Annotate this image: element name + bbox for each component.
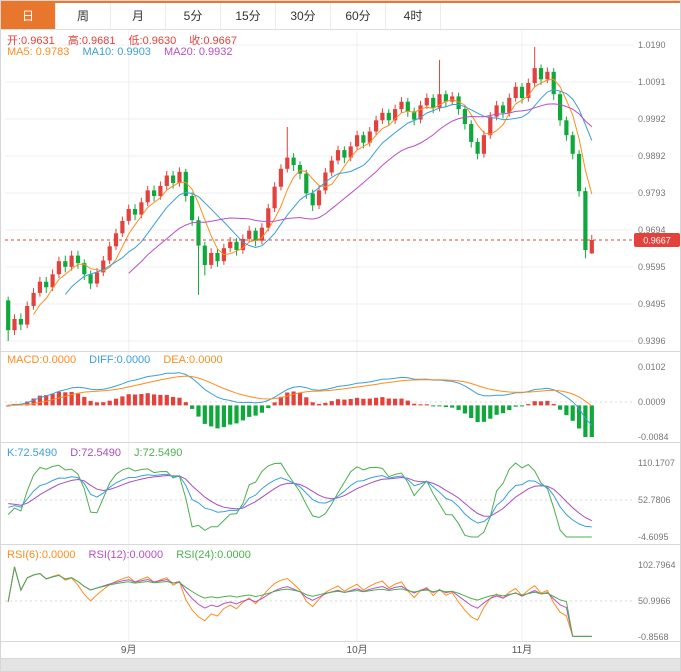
candles-series bbox=[6, 46, 594, 341]
macd-readout: MACD:0.0000 DIFF:0.0000 DEA:0.0000 bbox=[7, 354, 233, 366]
y-axis-tick: 0.9992 bbox=[638, 114, 666, 124]
y-axis-tick: 50.9966 bbox=[638, 596, 671, 606]
x-axis-tick: 11月 bbox=[512, 644, 532, 656]
tab-60min[interactable]: 60分 bbox=[331, 3, 386, 29]
y-axis-tick: 0.9694 bbox=[638, 225, 666, 235]
diff-value: DIFF:0.0000 bbox=[89, 354, 151, 366]
rsi6-value: RSI(6):0.0000 bbox=[7, 549, 76, 561]
x-axis-tick: 9月 bbox=[121, 644, 137, 656]
rsi24-value: RSI(24):0.0000 bbox=[176, 549, 251, 561]
macd-series bbox=[6, 372, 594, 437]
current-price-marker: 0.9667 bbox=[5, 232, 680, 247]
y-axis-tick: -4.6095 bbox=[638, 532, 669, 542]
ohlc-readout: 开:0.9631 高:0.9681 低:0.9630 收:0.9667 bbox=[7, 32, 247, 48]
k-value: K:72.5490 bbox=[7, 447, 58, 459]
dea-value: DEA:0.0000 bbox=[163, 354, 223, 366]
tab-4hour[interactable]: 4时 bbox=[386, 3, 441, 29]
y-axis-tick: -0.8568 bbox=[638, 632, 669, 642]
macd-value: MACD:0.0000 bbox=[7, 354, 77, 366]
tab-week[interactable]: 周 bbox=[56, 3, 111, 29]
kdj-readout: K:72.5490 D:72.5490 J:72.5490 bbox=[7, 447, 192, 459]
high-value: 高:0.9681 bbox=[67, 35, 116, 47]
timeframe-tabbar: 日 周 月 5分 15分 30分 60分 4时 bbox=[1, 1, 680, 30]
y-axis-tick: 102.7964 bbox=[638, 560, 676, 570]
svg-text:0.9667: 0.9667 bbox=[643, 235, 671, 245]
ma-readout: MA5: 0.9783 MA10: 0.9903 MA20: 0.9932 bbox=[7, 46, 243, 58]
close-value: 收:0.9667 bbox=[189, 35, 237, 47]
current-price-tag bbox=[634, 232, 680, 247]
tab-30min[interactable]: 30分 bbox=[276, 3, 331, 29]
y-axis-tick: 0.9396 bbox=[638, 336, 666, 346]
y-axis-tick: 1.0091 bbox=[638, 77, 666, 87]
rsi-readout: RSI(6):0.0000 RSI(12):0.0000 RSI(24):0.0… bbox=[7, 549, 261, 561]
y-axis-tick: 110.1707 bbox=[638, 458, 675, 468]
y-axis-tick: 0.0102 bbox=[638, 362, 666, 372]
y-axis-tick: 52.7806 bbox=[638, 495, 671, 505]
tab-day[interactable]: 日 bbox=[1, 3, 56, 29]
kdj-series bbox=[7, 462, 593, 538]
tab-month[interactable]: 月 bbox=[111, 3, 166, 29]
ma20-value: MA20: 0.9932 bbox=[164, 46, 233, 58]
y-axis-tick: 0.9595 bbox=[638, 262, 666, 272]
j-value: J:72.5490 bbox=[134, 447, 183, 459]
y-axis-tick: -0.0084 bbox=[638, 432, 669, 442]
low-value: 低:0.9630 bbox=[128, 35, 177, 47]
rsi12-value: RSI(12):0.0000 bbox=[88, 549, 164, 561]
d-value: D:72.5490 bbox=[70, 447, 121, 459]
y-axis-tick: 0.9495 bbox=[638, 299, 666, 309]
x-axis-labels: 9月 10月 11月 bbox=[121, 644, 532, 656]
ma10-value: MA10: 0.9903 bbox=[82, 46, 151, 58]
tab-5min[interactable]: 5分 bbox=[166, 3, 221, 29]
rsi-series bbox=[7, 566, 592, 637]
ma5-value: MA5: 0.9783 bbox=[7, 46, 70, 58]
x-axis-tick: 10月 bbox=[347, 644, 368, 656]
y-axis-tick: 0.9793 bbox=[638, 188, 666, 198]
tab-15min[interactable]: 15分 bbox=[221, 3, 276, 29]
y-axis-tick: 0.9892 bbox=[638, 151, 666, 161]
y-axis-tick: 1.0190 bbox=[638, 40, 666, 50]
grid-lines bbox=[1, 31, 680, 671]
y-axis-labels: 1.0190 1.0091 0.9992 0.9892 0.9793 0.9694 0.95… bbox=[638, 40, 676, 642]
open-value: 开:0.9631 bbox=[7, 35, 55, 47]
ma-lines bbox=[33, 78, 593, 315]
y-axis-tick: 0.0009 bbox=[638, 397, 666, 407]
